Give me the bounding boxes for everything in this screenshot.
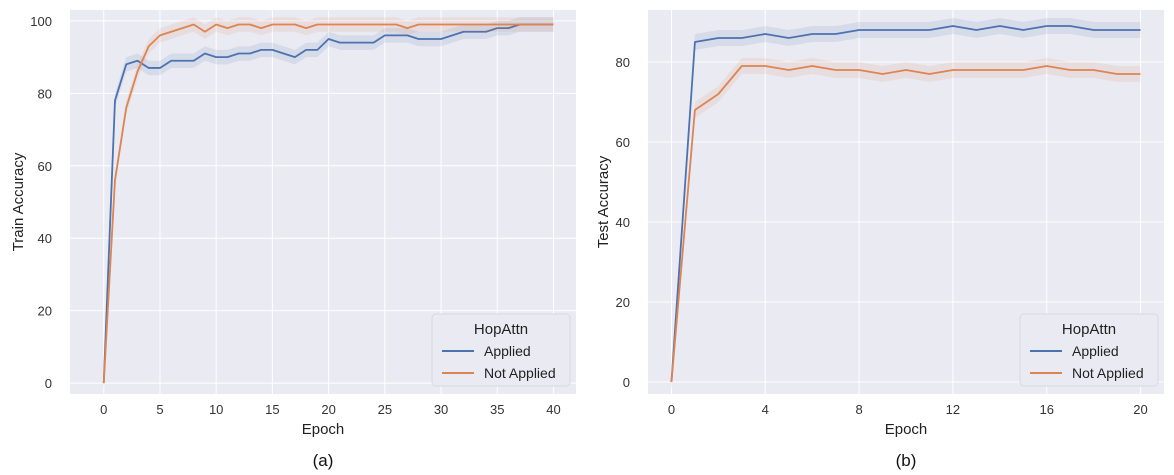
legend-box [431, 313, 571, 387]
legend-entry: Not Applied [484, 365, 556, 381]
legend-title: HopAttn [1062, 321, 1116, 338]
series-band-1 [671, 58, 1141, 390]
subfigure-caption: (b) [896, 451, 917, 470]
x-tick-label: 35 [490, 402, 504, 417]
y-tick-label: 80 [38, 86, 52, 101]
y-tick-label: 100 [30, 14, 52, 29]
x-tick-label: 30 [434, 402, 448, 417]
y-tick-label: 20 [38, 304, 52, 319]
legend: HopAttn Applied Not Applied [1019, 313, 1159, 387]
x-tick-label: 16 [1039, 402, 1053, 417]
legend-entry: Applied [484, 343, 531, 359]
x-tick-label: 5 [156, 402, 163, 417]
y-axis-label: Train Accuracy [10, 152, 27, 251]
x-tick-label: 10 [209, 402, 223, 417]
series-line-applied [102, 23, 554, 384]
y-tick-label: 40 [616, 215, 630, 230]
y-tick-label: 60 [38, 159, 52, 174]
x-tick-label: 0 [668, 402, 675, 417]
x-tick-label: 15 [265, 402, 279, 417]
x-tick-label: 0 [100, 402, 107, 417]
series-line-not-applied [670, 65, 1141, 383]
legend-entry: Applied [1072, 343, 1119, 359]
y-axis-label: Test Accuracy [595, 155, 612, 248]
x-axis-label: Epoch [885, 421, 928, 438]
legend: HopAttn Applied Not Applied [431, 313, 571, 387]
legend-title: HopAttn [474, 321, 528, 338]
x-tick-label: 20 [321, 402, 335, 417]
y-tick-label: 60 [616, 135, 630, 150]
chart-a: 0 5 10 15 20 25 30 35 40 0 20 40 60 80 100 Epoch Train A… [10, 10, 576, 470]
x-tick-label: 25 [378, 402, 392, 417]
chart-b: 0 4 8 12 16 20 0 20 40 60 80 Epoch Test Accuracy (b) H… [595, 10, 1164, 470]
x-tick-label: 40 [546, 402, 560, 417]
x-tick-label: 8 [855, 402, 862, 417]
y-tick-label: 20 [616, 295, 630, 310]
x-axis-label: Epoch [302, 421, 345, 438]
x-tick-label: 20 [1133, 402, 1147, 417]
legend-box [1019, 313, 1159, 387]
y-tick-label: 0 [623, 375, 630, 390]
y-tick-label: 80 [616, 55, 630, 70]
subfigure-caption: (a) [313, 451, 334, 470]
x-tick-label: 4 [762, 402, 769, 417]
y-tick-label: 40 [38, 231, 52, 246]
series-line-not-applied [102, 23, 554, 384]
legend-entry: Not Applied [1072, 365, 1144, 381]
series-line-applied [670, 25, 1141, 383]
y-tick-label: 0 [45, 376, 52, 391]
x-tick-label: 12 [946, 402, 960, 417]
